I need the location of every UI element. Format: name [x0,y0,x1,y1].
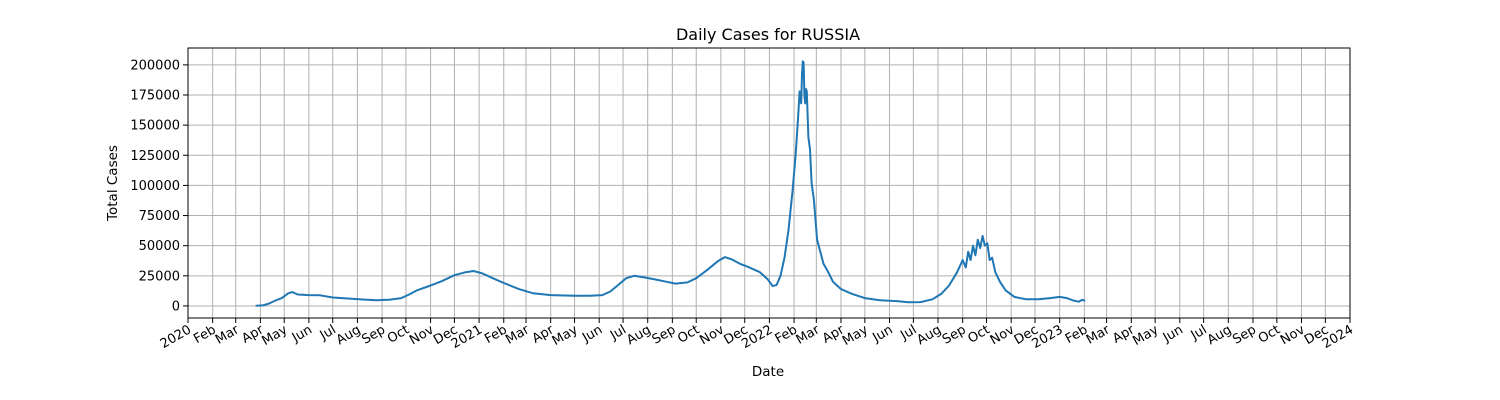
y-tick-label: 175000 [130,89,180,104]
y-tick-label: 200000 [130,58,180,73]
y-tick-label: 0 [172,299,180,314]
y-tick-label: 150000 [130,119,180,134]
series-line-daily-cases [255,60,1086,307]
chart-title: Daily Cases for RUSSIA [676,25,860,44]
x-tick-label: Jul [607,322,629,343]
y-tick-label: 100000 [130,179,180,194]
x-tick-label: Jul [1188,322,1210,343]
series-layer [255,60,1086,307]
y-axis-label: Total Cases [105,145,121,222]
y-axis-ticks: 0 25000 50000 75000 100000 125000 150000 175000… [130,58,188,314]
y-tick-label: 125000 [130,149,180,164]
y-tick-label: 75000 [139,209,180,224]
y-tick-label: 50000 [139,239,180,254]
grid-lines [187,48,1351,318]
y-tick-label: 25000 [139,269,180,284]
x-tick-label: Jul [317,322,339,343]
x-tick-label: Jul [897,322,919,343]
x-axis-label: Date [752,364,784,380]
